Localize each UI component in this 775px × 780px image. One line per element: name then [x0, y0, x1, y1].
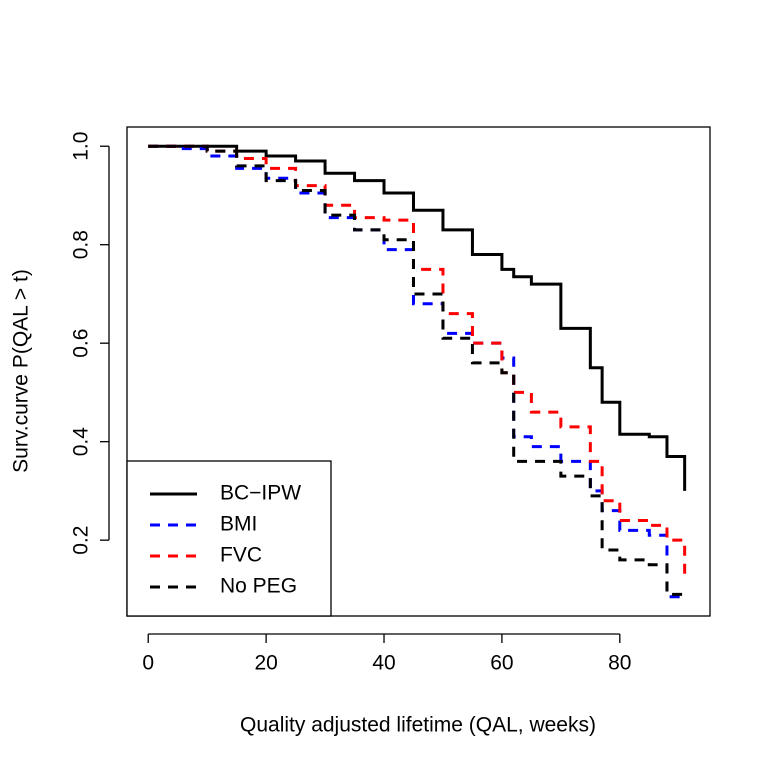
plot-frame	[126, 126, 711, 617]
legend-box	[126, 460, 332, 617]
x-tick-label: 40	[372, 652, 395, 675]
y-tick-label: 0.6	[70, 329, 93, 358]
x-tick-label: 80	[608, 652, 631, 675]
legend-label: FVC	[220, 544, 262, 567]
y-tick-label: 1.0	[70, 132, 93, 161]
x-axis-label: Quality adjusted lifetime (QAL, weeks)	[240, 714, 596, 737]
survival-curve	[148, 144, 687, 491]
legend-label: No PEG	[220, 575, 297, 598]
y-tick-label: 0.8	[70, 230, 93, 259]
x-tick-label: 60	[490, 652, 513, 675]
survival-curve	[148, 144, 687, 600]
y-tick-label: 0.4	[70, 427, 93, 457]
legend-label: BC−IPW	[220, 482, 301, 505]
y-tick-label: 0.2	[70, 526, 93, 555]
legend-label: BMI	[220, 513, 257, 536]
x-tick-label: 0	[142, 652, 154, 675]
x-tick-label: 20	[254, 652, 277, 675]
y-axis-label: Surv.curve P(QAL > t)	[10, 269, 33, 473]
survival-curve	[148, 144, 687, 575]
